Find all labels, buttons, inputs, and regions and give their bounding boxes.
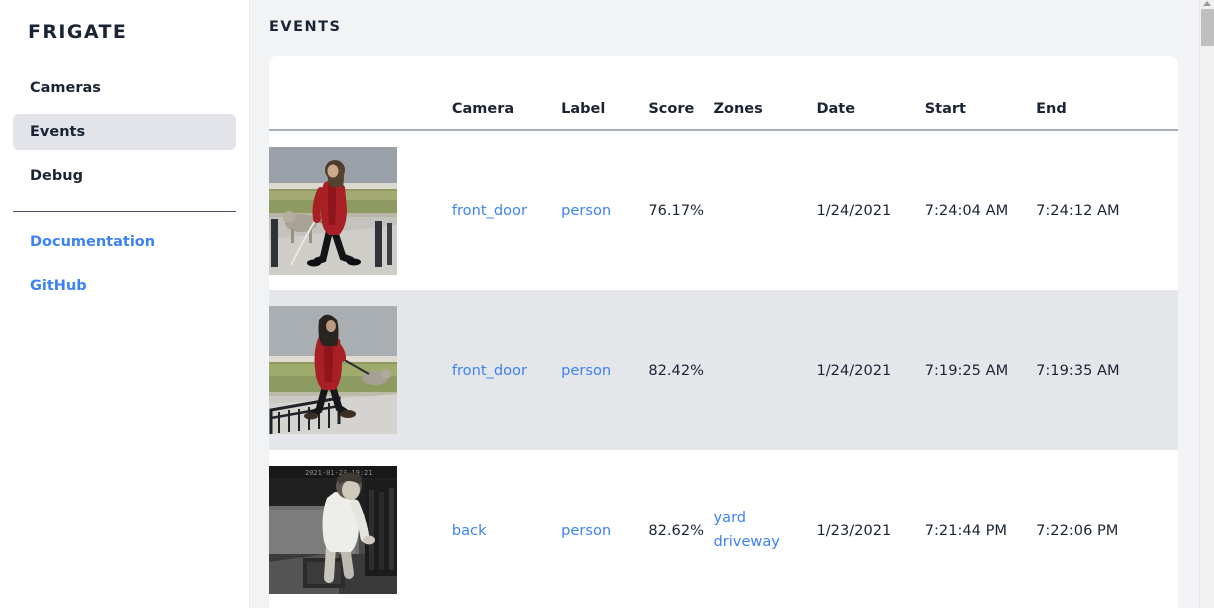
event-label-link[interactable]: person <box>561 521 612 539</box>
event-start-cell: 7:21:44 PM <box>924 521 1007 539</box>
event-label-cell: person <box>561 450 648 608</box>
table-row[interactable]: front_door person 76.17% 1/24/2021 7:24:… <box>269 130 1178 290</box>
event-thumbnail-image[interactable]: 2021-01-23 19:21 <box>269 466 397 594</box>
svg-text:2021-01-23 19:21: 2021-01-23 19:21 <box>305 469 372 477</box>
column-header-zones[interactable]: Zones <box>713 101 763 117</box>
sidebar-item-cameras[interactable]: Cameras <box>30 80 101 96</box>
event-date-cell: 1/24/2021 <box>816 202 892 219</box>
table-header-row: Camera Label Score Zones Date Start End <box>269 56 1178 130</box>
event-zones-cell <box>713 130 816 290</box>
sidebar: FRIGATE Cameras Events Debug Documentati… <box>0 0 250 608</box>
snapshot-daytime-dogwalker-sidewalk-icon <box>269 306 397 434</box>
event-score-cell: 82.42% <box>648 361 704 379</box>
sidebar-external-links: Documentation GitHub <box>0 226 249 302</box>
sidebar-link-github[interactable]: GitHub <box>30 278 87 294</box>
event-camera-cell: front_door <box>452 290 561 450</box>
event-thumbnail-image[interactable] <box>269 306 397 434</box>
event-end-cell: 7:24:12 AM <box>1036 202 1120 219</box>
sidebar-nav: Cameras Events Debug <box>0 70 249 194</box>
main-content: EVENTS Camera Label Score Zones Date Sta… <box>250 0 1214 608</box>
event-thumbnail-cell[interactable] <box>269 130 452 290</box>
sidebar-link-documentation[interactable]: Documentation <box>30 234 156 250</box>
events-table: Camera Label Score Zones Date Start End <box>269 56 1178 608</box>
event-date-cell: 1/23/2021 <box>816 521 892 539</box>
event-label-link[interactable]: person <box>561 361 612 379</box>
event-score-cell: 76.17% <box>648 202 704 219</box>
snapshot-night-infrared-person-icon: 2021-01-23 19:21 <box>269 466 397 594</box>
event-thumbnail-cell[interactable]: 2021-01-23 19:21 <box>269 450 452 608</box>
event-camera-cell: front_door <box>452 130 561 290</box>
column-header-label[interactable]: Label <box>561 101 606 117</box>
event-label-link[interactable]: person <box>561 202 612 219</box>
event-end-cell: 7:22:06 PM <box>1036 521 1119 539</box>
event-thumbnail-cell[interactable] <box>269 290 452 450</box>
sidebar-item-debug[interactable]: Debug <box>30 168 83 184</box>
table-row[interactable]: front_door person 82.42% 1/24/2021 7:19:… <box>269 290 1178 450</box>
column-header-start[interactable]: Start <box>924 101 966 117</box>
event-label-cell: person <box>561 290 648 450</box>
brand-title: FRIGATE <box>28 21 128 43</box>
event-zones-cell <box>713 290 816 450</box>
event-thumbnail-image[interactable] <box>269 146 397 275</box>
column-header-camera[interactable]: Camera <box>451 101 515 117</box>
event-zone-link[interactable]: yard <box>713 509 747 527</box>
event-camera-link[interactable]: back <box>451 521 487 539</box>
scroll-up-arrow-icon[interactable] <box>1203 1 1211 6</box>
event-zones-cell: yard driveway <box>713 450 816 608</box>
column-header-end[interactable]: End <box>1036 101 1067 117</box>
events-card: Camera Label Score Zones Date Start End <box>269 56 1178 608</box>
column-header-date[interactable]: Date <box>816 101 856 117</box>
events-table-head: Camera Label Score Zones Date Start End <box>269 56 1178 130</box>
scrollbar-thumb[interactable] <box>1201 9 1214 46</box>
event-camera-cell: back <box>452 450 561 608</box>
event-label-cell: person <box>561 130 648 290</box>
event-end-cell: 7:19:35 AM <box>1036 361 1120 379</box>
event-start-cell: 7:24:04 AM <box>924 202 1009 219</box>
column-header-thumbnail[interactable] <box>269 56 452 130</box>
event-zones-list: yard driveway <box>713 506 816 553</box>
event-date-cell: 1/24/2021 <box>816 361 892 379</box>
page-scrollbar[interactable] <box>1199 0 1214 608</box>
sidebar-divider <box>13 211 236 212</box>
page-title: EVENTS <box>269 19 342 35</box>
event-camera-link[interactable]: front_door <box>451 361 527 379</box>
table-row[interactable]: 2021-01-23 19:21 <box>269 450 1178 608</box>
snapshot-daytime-dogwalker-icon <box>269 146 397 275</box>
event-camera-link[interactable]: front_door <box>451 202 527 219</box>
event-zone-link[interactable]: driveway <box>713 533 780 550</box>
column-header-score[interactable]: Score <box>648 101 695 117</box>
events-table-body: front_door person 76.17% 1/24/2021 7:24:… <box>269 130 1178 608</box>
sidebar-item-events[interactable]: Events <box>13 114 236 150</box>
event-score-cell: 82.62% <box>648 521 704 539</box>
event-start-cell: 7:19:25 AM <box>924 361 1009 379</box>
